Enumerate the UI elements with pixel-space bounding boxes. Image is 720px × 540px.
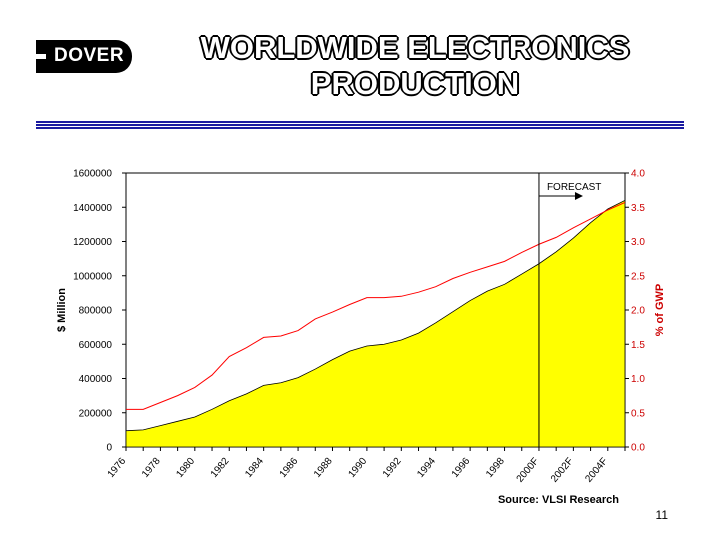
- y-tick-label: 600000: [79, 340, 113, 351]
- x-tick-label: 1982: [209, 456, 232, 480]
- gwp-line-series: [126, 201, 626, 410]
- source-note: Source: VLSI Research: [498, 494, 619, 506]
- y2-tick-label: 4.0: [631, 169, 645, 180]
- x-tick-label: 1992: [381, 456, 404, 480]
- x-tick-label: 1980: [174, 456, 197, 480]
- y2-tick-label: 1.0: [631, 374, 645, 385]
- y-axis-label: $ Million: [56, 288, 68, 332]
- x-tick-label: 2004F: [583, 456, 610, 485]
- x-tick-label: 1994: [415, 456, 438, 480]
- forecast-annotation: FORECAST: [547, 182, 601, 193]
- x-tick-label: 1984: [243, 456, 266, 480]
- y2-tick-label: 0.0: [631, 443, 645, 454]
- x-tick-label: 2002F: [549, 456, 576, 485]
- y2-tick-label: 3.5: [631, 203, 645, 214]
- title-rule-2: [36, 124, 684, 126]
- x-tick-label: 1986: [278, 456, 301, 480]
- y-tick-label: 200000: [79, 408, 113, 419]
- y-tick-label: 1200000: [73, 237, 112, 248]
- y2-tick-label: 2.0: [631, 306, 645, 317]
- x-tick-label: 1988: [312, 456, 335, 480]
- x-tick-label: 1978: [140, 456, 163, 480]
- logo-notch: [34, 54, 46, 59]
- production-area-series: [125, 199, 626, 448]
- x-tick-label: 2000F: [515, 456, 542, 485]
- title-line-2: PRODUCTION: [310, 66, 520, 101]
- y-tick-label: 1400000: [73, 203, 112, 214]
- title-rule-1: [36, 121, 684, 123]
- page-title: WORLDWIDE ELECTRONICS PRODUCTION: [150, 30, 680, 102]
- x-tick-label: 1998: [484, 456, 507, 480]
- y-tick-label: 800000: [79, 306, 113, 317]
- y2-tick-label: 2.5: [631, 271, 645, 282]
- y-tick-label: 1600000: [73, 169, 112, 180]
- title-rule-3: [36, 127, 684, 129]
- title-line-1: WORLDWIDE ELECTRONICS: [200, 30, 630, 65]
- y-tick-label: 0: [106, 443, 112, 454]
- x-tick-label: 1990: [346, 456, 369, 480]
- logo-text: DOVER: [54, 45, 125, 66]
- y-tick-label: 400000: [79, 374, 113, 385]
- y2-tick-label: 0.5: [631, 408, 645, 419]
- y2-tick-label: 1.5: [631, 340, 645, 351]
- page-number: 11: [655, 508, 668, 522]
- y-tick-label: 1000000: [73, 271, 112, 282]
- y2-axis-label: % of GWP: [654, 284, 666, 337]
- x-tick-label: 1996: [450, 456, 473, 480]
- dover-logo: DOVER: [34, 40, 132, 73]
- x-tick-label: 1976: [106, 456, 129, 480]
- y2-tick-label: 3.0: [631, 237, 645, 248]
- forecast-arrow-head: [574, 192, 583, 200]
